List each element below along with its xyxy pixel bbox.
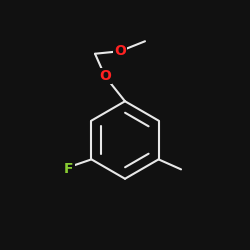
Text: O: O [99, 69, 111, 83]
Text: F: F [64, 162, 74, 176]
Text: O: O [114, 44, 126, 58]
